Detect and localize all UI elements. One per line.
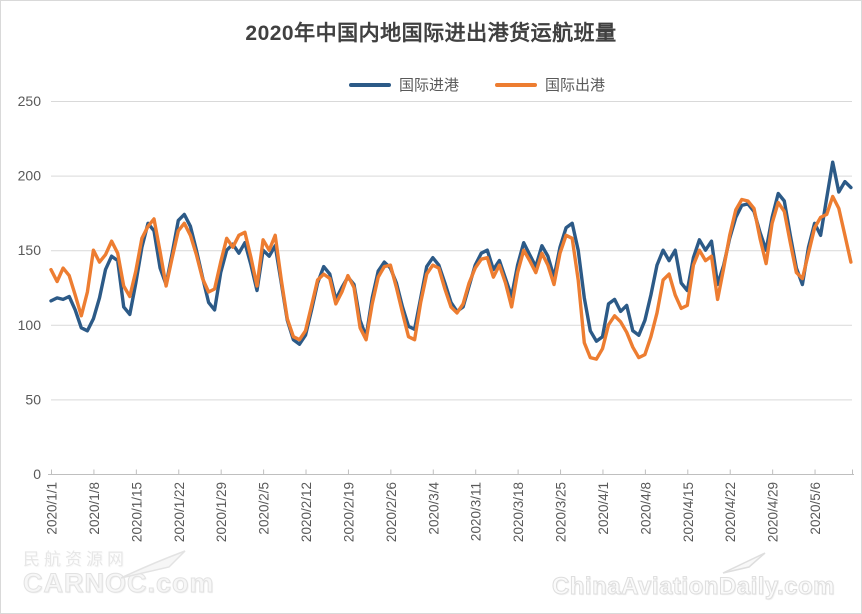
x-tick-label: 2020/5/6: [808, 482, 823, 535]
x-tick-label: 2020/2/12: [299, 482, 314, 542]
y-tick-label: 50: [25, 391, 41, 407]
x-tick-label: 2020/2/26: [384, 482, 399, 542]
watermark-carnoc: 民航资源网 CARNOC.com: [23, 550, 215, 598]
x-tick-label: 2020/3/25: [554, 482, 569, 542]
y-tick-label: 100: [18, 317, 42, 333]
y-tick-label: 200: [18, 168, 42, 184]
watermark-carnoc-chinese: 民航资源网: [23, 550, 128, 569]
x-tick-label: 2020/4/29: [766, 482, 781, 542]
x-tick-label: 2020/4/22: [723, 482, 738, 542]
watermark-chinaaviationdaily: ChinaAviationDaily.com: [551, 573, 835, 601]
legend-swatch-outbound: [495, 82, 537, 87]
x-tick-label: 2020/3/11: [469, 482, 484, 541]
x-tick-label: 2020/1/29: [214, 482, 229, 542]
x-tick-label: 2020/4/15: [681, 482, 696, 542]
y-tick-label: 0: [33, 466, 41, 482]
watermark-carnoc-url: CARNOC.com: [23, 567, 215, 598]
x-tick-label: 2020/3/4: [426, 482, 441, 535]
x-tick-label: 2020/2/19: [341, 482, 356, 542]
legend-label-inbound: 国际进港: [398, 77, 459, 94]
x-tick-label: 2020/3/18: [511, 482, 526, 542]
legend-swatch-inbound: [348, 82, 391, 87]
x-tick-label: 2020/1/15: [129, 482, 144, 542]
x-tick-label: 2020/1/8: [87, 482, 102, 535]
x-tick-label: 2020/2/5: [257, 482, 272, 535]
chart-title: 2020年中国内地国际进出港货运航班量: [245, 22, 617, 45]
legend-item-inbound: 国际进港: [348, 74, 459, 95]
legend-item-outbound: 国际出港: [495, 74, 605, 95]
paper-plane-swoosh-icon: [120, 550, 186, 579]
x-tick-label: 2020/1/1: [45, 482, 60, 535]
x-tick-label: 2020/1/22: [172, 482, 187, 542]
series-line-inbound: [49, 160, 853, 346]
y-tick-label: 150: [18, 242, 42, 258]
chart-legend: 国际进港 国际出港: [47, 74, 861, 95]
legend-label-outbound: 国际出港: [545, 77, 606, 94]
paper-plane-icon: [722, 552, 766, 574]
y-tick-label: 250: [18, 93, 42, 109]
x-tick-label: 2020/4/1: [596, 482, 611, 535]
x-tick-label: 2020/4/8: [638, 482, 653, 535]
series-line-outbound: [49, 194, 853, 361]
